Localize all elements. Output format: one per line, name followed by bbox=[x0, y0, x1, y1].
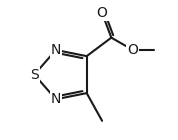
Text: O: O bbox=[127, 43, 138, 57]
Text: N: N bbox=[51, 92, 61, 106]
Text: O: O bbox=[97, 6, 108, 20]
Text: S: S bbox=[30, 68, 39, 82]
Text: N: N bbox=[51, 43, 61, 57]
